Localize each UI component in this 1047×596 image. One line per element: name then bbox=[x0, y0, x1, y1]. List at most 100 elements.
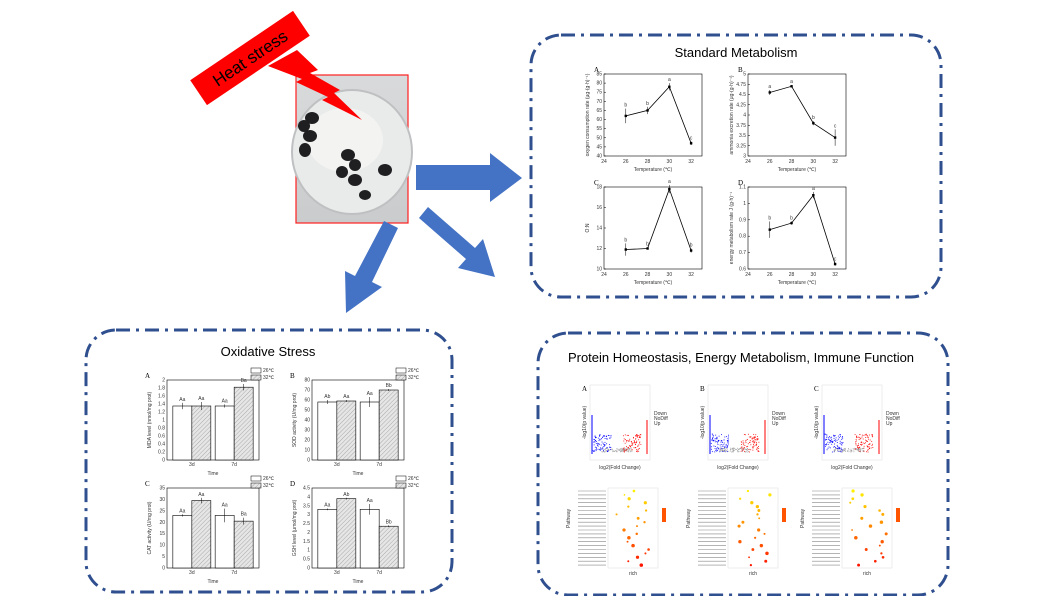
volcano-point bbox=[592, 450, 594, 452]
volcano-point bbox=[594, 439, 596, 441]
volcano-point bbox=[755, 439, 757, 441]
volcano-point bbox=[833, 446, 835, 448]
lightning-bolt-icon bbox=[268, 50, 362, 120]
significance-label: Aa bbox=[222, 398, 228, 404]
y-tick-label: 40 bbox=[304, 418, 310, 424]
volcano-point bbox=[829, 440, 831, 442]
volcano-point bbox=[837, 446, 839, 448]
volcano-point bbox=[838, 438, 840, 440]
kegg-dot-plot-3: Pathway rich bbox=[800, 487, 900, 577]
volcano-point bbox=[857, 449, 859, 451]
enrichment-dot bbox=[756, 513, 759, 516]
volcano-point bbox=[726, 447, 728, 449]
enrichment-dot bbox=[768, 493, 772, 497]
volcano-point bbox=[630, 441, 632, 443]
volcano-point bbox=[625, 448, 627, 450]
y-axis-label: CAT activity (U/mg prot) bbox=[147, 501, 153, 554]
enrichment-dot bbox=[755, 504, 760, 509]
x-tick-label: 3d bbox=[334, 462, 340, 468]
volcano-point bbox=[719, 444, 721, 446]
volcano-point bbox=[716, 442, 718, 444]
volcano-point bbox=[746, 450, 748, 452]
volcano-point bbox=[633, 440, 635, 442]
volcano-point bbox=[600, 439, 602, 441]
bar bbox=[214, 405, 235, 461]
volcano-point bbox=[833, 446, 835, 448]
volcano-point bbox=[741, 451, 743, 453]
volcano-point bbox=[758, 447, 760, 449]
volcano-point bbox=[599, 449, 601, 451]
volcano-point bbox=[871, 434, 873, 436]
legend-label: Down bbox=[654, 411, 667, 417]
volcano-point bbox=[722, 441, 724, 443]
y-tick-label: 12 bbox=[596, 246, 602, 252]
volcano-point bbox=[744, 450, 746, 452]
y-tick-label: 0.6 bbox=[158, 434, 165, 440]
enrichment-dot bbox=[738, 540, 742, 544]
x-tick-label: 28 bbox=[645, 272, 651, 278]
volcano-point bbox=[730, 449, 732, 451]
significance-label: Aa bbox=[198, 492, 204, 498]
volcano-point bbox=[634, 447, 636, 449]
volcano-point bbox=[725, 436, 727, 438]
y-axis-label: O:N bbox=[585, 223, 591, 232]
volcano-point bbox=[832, 434, 834, 436]
volcano-point bbox=[626, 441, 628, 443]
volcano-point bbox=[594, 446, 596, 448]
volcano-point bbox=[841, 449, 843, 451]
x-axis-label: rich bbox=[863, 571, 871, 577]
bar-chart-c: C 0 5 10 15 20 25 30 35 CAT activity (U/mg prot) T… bbox=[145, 475, 275, 585]
volcano-point bbox=[723, 446, 725, 448]
volcano-point bbox=[869, 439, 871, 441]
volcano-point bbox=[827, 438, 829, 440]
volcano-point bbox=[715, 434, 717, 436]
volcano-point bbox=[606, 447, 608, 449]
volcano-point bbox=[623, 449, 625, 451]
significance-label: b bbox=[646, 241, 649, 247]
arrow-down-right-icon bbox=[419, 207, 495, 277]
volcano-point bbox=[620, 451, 622, 453]
x-tick-label: 26 bbox=[767, 159, 773, 165]
volcano-point bbox=[723, 442, 725, 444]
volcano-point bbox=[741, 448, 743, 450]
volcano-point bbox=[858, 448, 860, 450]
volcano-point bbox=[857, 446, 859, 448]
volcano-point bbox=[747, 448, 749, 450]
y-tick-label: 1.4 bbox=[158, 402, 165, 408]
volcano-point bbox=[606, 438, 608, 440]
y-tick-label: 1 bbox=[307, 548, 310, 554]
volcano-point bbox=[747, 433, 749, 435]
volcano-point bbox=[858, 439, 860, 441]
volcano-point bbox=[716, 449, 718, 451]
volcano-point bbox=[840, 447, 842, 449]
volcano-point bbox=[750, 449, 752, 451]
significance-label: Aa bbox=[367, 498, 373, 504]
volcano-point bbox=[640, 443, 642, 445]
enrichment-dot bbox=[627, 497, 631, 501]
volcano-point bbox=[605, 435, 607, 437]
volcano-point bbox=[634, 441, 636, 443]
volcano-point bbox=[626, 445, 628, 447]
volcano-point bbox=[757, 450, 759, 452]
volcano-point bbox=[603, 444, 605, 446]
volcano-point bbox=[636, 436, 638, 438]
y-tick-label: 80 bbox=[304, 378, 310, 384]
volcano-point bbox=[834, 449, 836, 451]
volcano-point bbox=[596, 448, 598, 450]
panel-letter: A bbox=[594, 66, 599, 74]
volcano-point bbox=[599, 434, 601, 436]
volcano-point bbox=[622, 450, 624, 452]
significance-label: Ab bbox=[324, 394, 330, 400]
data-point bbox=[668, 187, 671, 191]
volcano-point bbox=[724, 436, 726, 438]
volcano-point bbox=[635, 442, 637, 444]
volcano-point bbox=[861, 448, 863, 450]
bar bbox=[317, 401, 338, 461]
legend-label: Down bbox=[772, 411, 785, 417]
y-axis-label: SOD activity (U/mg prot) bbox=[292, 393, 298, 448]
volcano-point bbox=[861, 434, 863, 436]
volcano-point bbox=[598, 443, 600, 445]
volcano-point bbox=[754, 436, 756, 438]
volcano-point bbox=[856, 448, 858, 450]
bar bbox=[214, 515, 235, 569]
